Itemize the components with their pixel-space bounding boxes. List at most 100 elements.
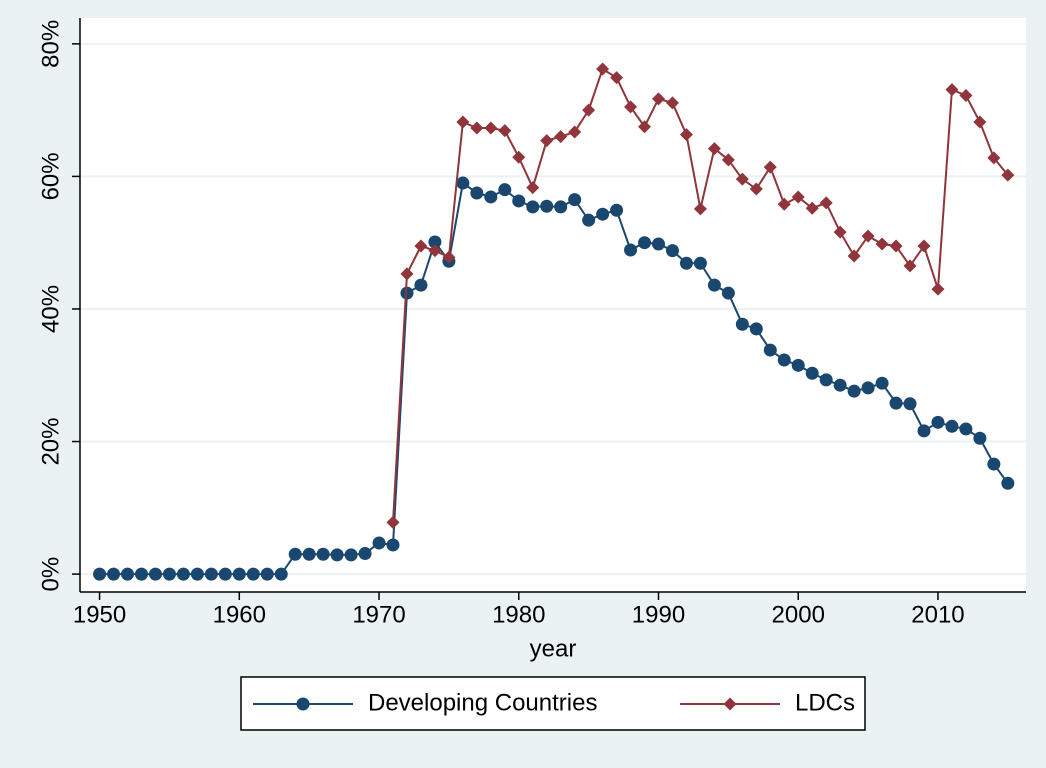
data-point xyxy=(833,378,847,392)
data-point xyxy=(386,538,400,552)
data-point xyxy=(121,567,135,581)
data-point xyxy=(218,567,232,581)
data-point xyxy=(665,96,679,110)
data-point xyxy=(526,181,540,195)
data-point xyxy=(107,567,121,581)
data-point xyxy=(484,190,498,204)
data-point xyxy=(330,548,344,562)
data-point xyxy=(805,366,819,380)
data-point xyxy=(624,243,638,257)
data-point xyxy=(987,151,1001,165)
data-point xyxy=(847,249,861,263)
y-tick-label: 60% xyxy=(37,152,64,200)
legend-marker xyxy=(296,697,310,711)
data-point xyxy=(232,567,246,581)
data-point xyxy=(638,236,652,250)
data-point xyxy=(777,197,791,211)
data-point xyxy=(721,286,735,300)
data-point xyxy=(819,373,833,387)
y-tick-label: 20% xyxy=(37,418,64,466)
data-point xyxy=(693,256,707,270)
data-point xyxy=(875,376,889,390)
data-point xyxy=(1001,168,1015,182)
data-point xyxy=(554,130,568,144)
data-point xyxy=(679,256,693,270)
data-point xyxy=(134,567,148,581)
data-point xyxy=(931,415,945,429)
data-point xyxy=(512,194,526,208)
data-point xyxy=(875,237,889,251)
data-point xyxy=(638,120,652,134)
data-point xyxy=(246,567,260,581)
data-point xyxy=(707,278,721,292)
data-point xyxy=(610,203,624,217)
data-point xyxy=(610,71,624,85)
data-point xyxy=(651,92,665,106)
data-point xyxy=(456,176,470,190)
data-point xyxy=(428,244,442,258)
data-point xyxy=(973,431,987,445)
data-point xyxy=(917,424,931,438)
data-point xyxy=(805,201,819,215)
data-point xyxy=(526,200,540,214)
data-point xyxy=(456,115,470,129)
data-point xyxy=(931,282,945,296)
data-point xyxy=(372,536,386,550)
data-point xyxy=(749,322,763,336)
data-point xyxy=(302,547,316,561)
data-point xyxy=(540,134,554,148)
data-point xyxy=(903,397,917,411)
data-point xyxy=(428,235,442,249)
data-point xyxy=(651,237,665,251)
data-point xyxy=(512,150,526,164)
data-point xyxy=(791,358,805,372)
data-point xyxy=(833,225,847,239)
data-point xyxy=(679,128,693,142)
data-point xyxy=(288,547,302,561)
data-point xyxy=(596,62,610,76)
data-point xyxy=(959,89,973,103)
data-point xyxy=(749,182,763,196)
data-point xyxy=(721,153,735,167)
data-point xyxy=(484,121,498,135)
data-point xyxy=(693,202,707,216)
data-point xyxy=(93,567,107,581)
y-tick-label: 40% xyxy=(37,285,64,333)
data-point xyxy=(889,239,903,253)
data-point xyxy=(707,142,721,156)
data-point xyxy=(148,567,162,581)
data-point xyxy=(665,244,679,258)
data-point xyxy=(1001,476,1015,490)
data-point xyxy=(540,199,554,213)
x-tick-label: 2010 xyxy=(911,601,964,628)
data-point xyxy=(735,317,749,331)
data-point xyxy=(400,267,414,281)
data-point xyxy=(568,125,582,139)
data-point xyxy=(414,278,428,292)
x-axis-label: year xyxy=(530,635,577,662)
data-point xyxy=(162,567,176,581)
data-point xyxy=(861,381,875,395)
data-point xyxy=(568,193,582,207)
x-tick-label: 1980 xyxy=(492,601,545,628)
data-point xyxy=(582,213,596,227)
data-point xyxy=(861,229,875,243)
data-point xyxy=(470,121,484,135)
y-tick-label: 0% xyxy=(37,557,64,592)
plot-area xyxy=(80,18,1026,592)
legend-marker xyxy=(723,697,737,711)
data-point xyxy=(316,547,330,561)
data-point xyxy=(959,422,973,436)
data-point xyxy=(596,207,610,221)
data-point xyxy=(386,515,400,529)
data-point xyxy=(763,160,777,174)
x-tick-label: 1960 xyxy=(213,601,266,628)
x-tick-label: 1990 xyxy=(632,601,685,628)
data-point xyxy=(498,183,512,197)
data-point xyxy=(987,457,1001,471)
data-point xyxy=(498,124,512,138)
x-tick-label: 1970 xyxy=(352,601,405,628)
data-point xyxy=(903,259,917,273)
x-tick-label: 2000 xyxy=(772,601,825,628)
